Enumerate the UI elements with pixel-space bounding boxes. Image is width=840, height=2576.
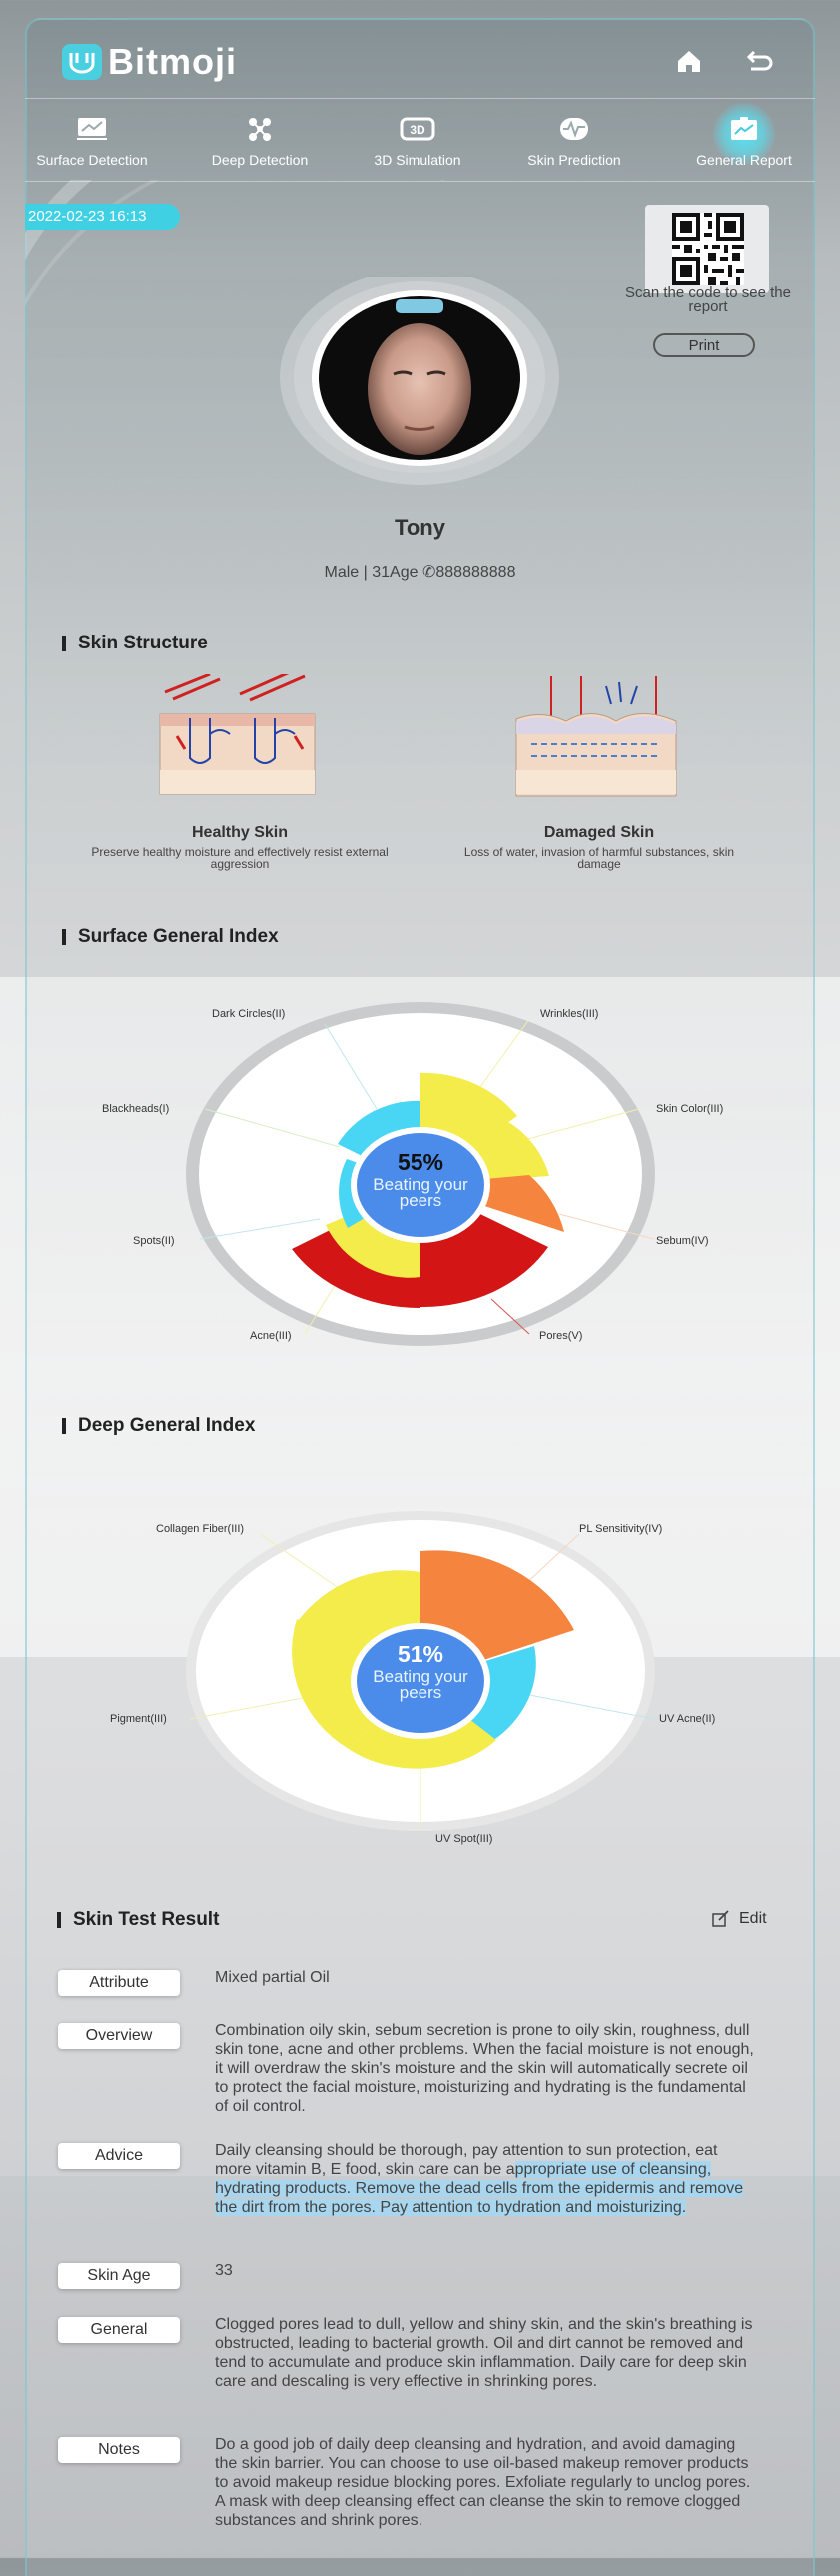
tab-label: Skin Prediction: [527, 152, 621, 168]
overview-label: Overview: [58, 2023, 180, 2049]
label-blackheads: Blackheads(I): [102, 1103, 170, 1115]
general-value: Clogged pores lead to dull, yellow and s…: [215, 2316, 753, 2390]
notes-value: Do a good job of daily deep cleansing an…: [215, 2436, 751, 2529]
surface-index-caption: Beating your peers: [373, 1175, 468, 1210]
tab-label: General Report: [696, 152, 792, 168]
surface-index-value: 55%: [397, 1149, 444, 1175]
phone-icon: ✆: [421, 564, 436, 581]
advice-value: Daily cleansing should be thorough, pay …: [215, 2142, 744, 2216]
advice-label: Advice: [58, 2143, 180, 2169]
tab-skin-prediction[interactable]: Skin Prediction: [509, 99, 639, 181]
healthy-skin-diagram: [159, 674, 316, 795]
skin-age-value: 33: [215, 2262, 233, 2279]
patient-name: Tony: [395, 515, 445, 540]
tab-label: 3D Simulation: [374, 152, 461, 168]
pulse-icon: [560, 118, 588, 140]
notes-label: Notes: [58, 2437, 180, 2463]
deep-index-chart: [186, 1511, 655, 1831]
label-collagen: Collagen Fiber(III): [156, 1523, 245, 1535]
deep-index-caption: Beating your peers: [373, 1667, 468, 1702]
report-datetime: 2022-02-23 16:13: [25, 204, 180, 230]
overview-value: Combination oily skin, sebum secretion i…: [215, 2022, 754, 2115]
skin-structure-title: Skin Structure: [62, 633, 208, 654]
phone-number: 888888888: [435, 564, 516, 581]
healthy-skin-title: Healthy Skin: [191, 824, 289, 841]
damaged-skin-title: Damaged Skin: [543, 824, 655, 841]
brand-logo-text: Bitmoji: [108, 41, 237, 82]
report-nav-bar: Surface Detection Deep Detection 3D 3D S…: [25, 98, 815, 182]
home-icon: [678, 51, 700, 72]
qr-code[interactable]: [645, 205, 769, 293]
damaged-skin-diagram: [515, 676, 677, 797]
patient-meta: Male | 31Age ✆888888888: [0, 562, 840, 582]
skin-result-title: Skin Test Result: [57, 1909, 219, 1931]
back-icon: [746, 50, 773, 71]
deep-index-title: Deep General Index: [62, 1415, 255, 1437]
tab-deep-detection[interactable]: Deep Detection: [195, 99, 325, 181]
label-pores: Pores(V): [539, 1330, 583, 1342]
tab-label: Surface Detection: [36, 152, 148, 168]
3d-icon: 3D: [400, 117, 435, 141]
label-uv-spot: UV Spot(III): [435, 1833, 493, 1845]
damaged-skin-desc: Loss of water, invasion of harmful subst…: [463, 845, 735, 871]
tab-general-report[interactable]: General Report: [674, 99, 814, 181]
gender-age: Male | 31Age: [324, 564, 419, 581]
label-spots: Spots(II): [133, 1235, 175, 1247]
tab-surface-detection[interactable]: Surface Detection: [25, 99, 159, 181]
qr-code-icon: [672, 213, 744, 285]
surface-index-title: Surface General Index: [62, 926, 279, 948]
chart-icon: [77, 118, 107, 140]
tab-3d-simulation[interactable]: 3D 3D Simulation: [355, 99, 480, 181]
label-wrinkles: Wrinkles(III): [540, 1008, 599, 1020]
home-button[interactable]: [671, 44, 707, 80]
app-header: Bitmoji: [62, 40, 237, 84]
avatar: [280, 277, 559, 485]
surface-index-chart: [186, 1002, 655, 1346]
attribute-value: Mixed partial Oil: [215, 1969, 330, 1986]
qr-caption: Scan the code to see the report: [625, 284, 791, 315]
label-skin-color: Skin Color(III): [656, 1103, 724, 1115]
label-pigment: Pigment(III): [110, 1713, 167, 1725]
label-acne: Acne(III): [250, 1330, 292, 1342]
attribute-label: Attribute: [58, 1970, 180, 1996]
logo-icon: [62, 44, 102, 80]
edit-button[interactable]: Edit: [711, 1909, 767, 1929]
report-icon: [731, 117, 757, 140]
svg-text:3D: 3D: [410, 123, 425, 137]
tab-label: Deep Detection: [211, 152, 309, 168]
deep-index-value: 51%: [397, 1641, 444, 1667]
edit-label: Edit: [739, 1910, 767, 1927]
general-label: General: [58, 2317, 180, 2343]
label-dark-circles: Dark Circles(II): [212, 1008, 286, 1020]
label-uv-acne: UV Acne(II): [659, 1713, 716, 1725]
label-pl-sensitivity: PL Sensitivity(IV): [579, 1523, 663, 1535]
edit-icon: [712, 1910, 729, 1927]
back-button[interactable]: [741, 44, 777, 80]
label-sebum: Sebum(IV): [656, 1235, 709, 1247]
skin-age-label: Skin Age: [58, 2263, 180, 2289]
molecule-icon: [249, 118, 271, 141]
healthy-skin-desc: Preserve healthy moisture and effectivel…: [91, 845, 389, 871]
print-button[interactable]: Print: [653, 333, 755, 357]
